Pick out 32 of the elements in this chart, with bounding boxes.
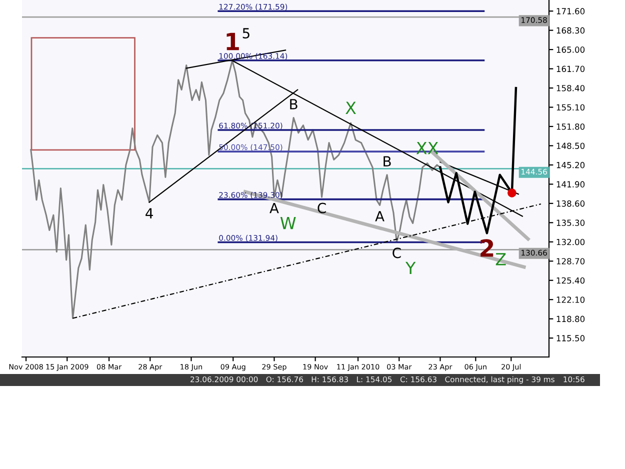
y-tick-label: 125.40	[556, 277, 585, 284]
y-tick-label: 141.90	[556, 181, 585, 188]
y-tick-label: 161.70	[556, 66, 585, 72]
y-tick-label: 145.20	[556, 162, 585, 168]
annotation: B	[384, 156, 391, 166]
y-tick-label: 138.60	[556, 200, 585, 207]
annotation: Y	[405, 262, 416, 274]
y-tick-label: 118.80	[556, 316, 585, 322]
y-tick-label: 148.50	[556, 142, 585, 149]
y-tick-label: 132.00	[556, 238, 585, 246]
annotation: X	[346, 102, 356, 114]
annotation: C	[318, 202, 326, 214]
y-tick-label: 135.30	[556, 220, 585, 226]
annotation: Z	[496, 253, 506, 266]
y-tick-label: 155.10	[556, 104, 585, 111]
annotation: A	[375, 211, 384, 222]
y-tick-label: 115.50	[556, 335, 585, 342]
annotation: 5	[242, 28, 250, 38]
annotation: 4	[146, 208, 153, 218]
annotation: B	[290, 99, 298, 110]
y-tick-label: 151.80	[556, 123, 585, 130]
annotation: 1	[226, 32, 239, 50]
annotation: A	[270, 202, 279, 214]
y-tick-label: 158.40	[556, 84, 585, 92]
y-tick-label: 171.60	[556, 8, 585, 14]
y-tick-label: 168.30	[556, 27, 585, 34]
annotation: W	[280, 216, 296, 230]
y-tick-label: 165.00	[556, 46, 585, 53]
annotation: 2	[480, 239, 494, 257]
y-tick-label: 122.10	[556, 296, 585, 303]
annotation: C	[392, 248, 401, 258]
y-tick-label: 128.70	[556, 258, 585, 264]
